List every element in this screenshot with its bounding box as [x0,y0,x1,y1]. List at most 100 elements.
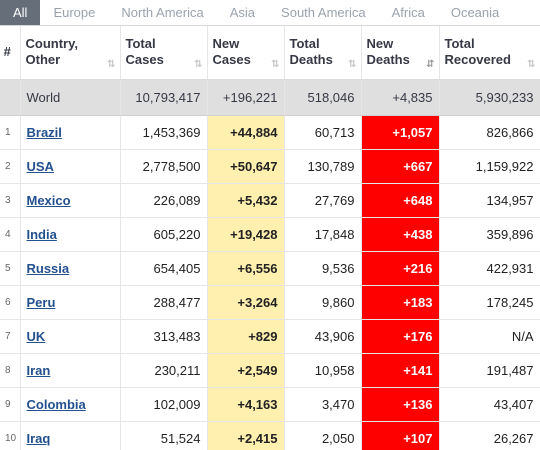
total-recovered-cell: 191,487 [439,353,540,388]
total-cases-cell: 226,089 [120,183,208,218]
new-cases-cell: +19,428 [207,217,285,252]
country-link[interactable]: Brazil [26,124,62,140]
new-cases-cell: +6,556 [207,251,285,286]
total-cases-cell: 230,211 [120,353,208,388]
country-cell: Russia [20,251,121,286]
country-cell: World [20,79,121,116]
total-recovered-cell: N/A [439,319,540,354]
column-header-new-cases[interactable]: New Cases ⇅ [207,26,285,80]
total-recovered-cell: 134,957 [439,183,540,218]
country-cell: Colombia [20,387,121,422]
total-recovered-cell: 5,930,233 [439,79,540,116]
sort-icon[interactable]: ⇅ [271,58,279,70]
country-link[interactable]: India [26,226,57,242]
total-cases-cell: 10,793,417 [120,79,208,116]
rank-cell [0,79,21,116]
total-cases-cell: 605,220 [120,217,208,252]
country-cell: USA [20,149,121,184]
new-deaths-cell: +216 [361,251,440,286]
total-cases-cell: 51,524 [120,421,208,450]
rank-cell: 2 [0,149,21,184]
column-header-total-deaths[interactable]: Total Deaths ⇅ [284,26,362,80]
new-cases-cell: +50,647 [207,149,285,184]
rank-cell: 8 [0,353,21,388]
total-recovered-cell: 359,896 [439,217,540,252]
country-link[interactable]: Peru [26,294,56,310]
new-cases-cell: +5,432 [207,183,285,218]
total-deaths-cell: 60,713 [284,115,362,150]
table-row: 8 Iran 230,211 +2,549 10,958 +141 191,487 [0,353,540,388]
column-header-country[interactable]: Country, Other ⇅ [20,26,121,80]
tab-north-america[interactable]: North America [121,5,204,20]
country-cell: UK [20,319,121,354]
column-header-total-recovered[interactable]: Total Recovered ⇅ [439,26,540,80]
rank-cell: 1 [0,115,21,150]
new-deaths-cell: +1,057 [361,115,440,150]
covid-stats-table: # Country, Other ⇅ Total Cases ⇅ New Cas… [0,26,540,450]
region-tabs: All Europe North America Asia South Amer… [0,0,540,26]
total-deaths-cell: 2,050 [284,421,362,450]
sort-icon[interactable]: ⇅ [527,58,535,70]
country-cell: India [20,217,121,252]
tab-africa[interactable]: Africa [391,5,425,20]
rank-cell: 3 [0,183,21,218]
tab-asia[interactable]: Asia [229,5,256,20]
total-deaths-cell: 17,848 [284,217,362,252]
new-cases-cell: +3,264 [207,285,285,320]
column-header-label: Total Recovered [444,36,511,68]
new-deaths-cell: +107 [361,421,440,450]
table-row: 9 Colombia 102,009 +4,163 3,470 +136 43,407 [0,387,540,422]
sort-icon[interactable]: ⇅ [194,58,202,70]
total-deaths-cell: 518,046 [284,79,362,116]
new-deaths-cell: +667 [361,149,440,184]
tab-south-america[interactable]: South America [281,5,366,20]
country-link[interactable]: Mexico [26,192,71,208]
column-header-label: New Cases [212,36,251,68]
country-link[interactable]: Russia [26,260,70,276]
country-link[interactable]: Iraq [26,430,51,446]
new-deaths-cell: +141 [361,353,440,388]
table-header-row: # Country, Other ⇅ Total Cases ⇅ New Cas… [0,26,540,80]
table-row: 5 Russia 654,405 +6,556 9,536 +216 422,931 [0,251,540,286]
tab-all[interactable]: All [0,0,41,25]
column-header-label: Country, Other [25,36,78,68]
country-cell: Mexico [20,183,121,218]
new-deaths-cell: +183 [361,285,440,320]
total-deaths-cell: 3,470 [284,387,362,422]
total-cases-cell: 288,477 [120,285,208,320]
column-header-new-deaths[interactable]: New Deaths ⇵ [361,26,440,80]
country-cell: Iraq [20,421,121,450]
column-header-rank[interactable]: # [0,26,21,80]
column-header-label: Total Deaths [289,36,333,68]
country-link[interactable]: Iran [26,362,51,378]
new-deaths-cell: +176 [361,319,440,354]
country-cell: Iran [20,353,121,388]
table-row: 3 Mexico 226,089 +5,432 27,769 +648 134,957 [0,183,540,218]
sort-icon[interactable]: ⇅ [107,58,115,70]
country-link[interactable]: Colombia [26,396,86,412]
rank-cell: 5 [0,251,21,286]
world-row: World 10,793,417 +196,221 518,046 +4,835… [0,79,540,116]
total-cases-cell: 2,778,500 [120,149,208,184]
new-deaths-cell: +4,835 [361,79,440,116]
table-row: 1 Brazil 1,453,369 +44,884 60,713 +1,057 826,8… [0,115,540,150]
new-cases-cell: +2,549 [207,353,285,388]
sort-icon[interactable]: ⇅ [348,58,356,70]
column-header-label: New Deaths [366,36,410,68]
column-header-total-cases[interactable]: Total Cases ⇅ [120,26,208,80]
tab-oceania[interactable]: Oceania [450,5,500,20]
total-deaths-cell: 43,906 [284,319,362,354]
total-cases-cell: 313,483 [120,319,208,354]
country-cell: Peru [20,285,121,320]
total-cases-cell: 102,009 [120,387,208,422]
sort-active-icon[interactable]: ⇵ [426,58,434,70]
tab-europe[interactable]: Europe [53,5,96,20]
country-link[interactable]: UK [26,328,46,344]
country-link[interactable]: USA [26,158,54,174]
new-cases-cell: +829 [207,319,285,354]
new-cases-cell: +196,221 [207,79,285,116]
table-row: 6 Peru 288,477 +3,264 9,860 +183 178,245 [0,285,540,320]
new-deaths-cell: +648 [361,183,440,218]
total-cases-cell: 1,453,369 [120,115,208,150]
new-cases-cell: +4,163 [207,387,285,422]
